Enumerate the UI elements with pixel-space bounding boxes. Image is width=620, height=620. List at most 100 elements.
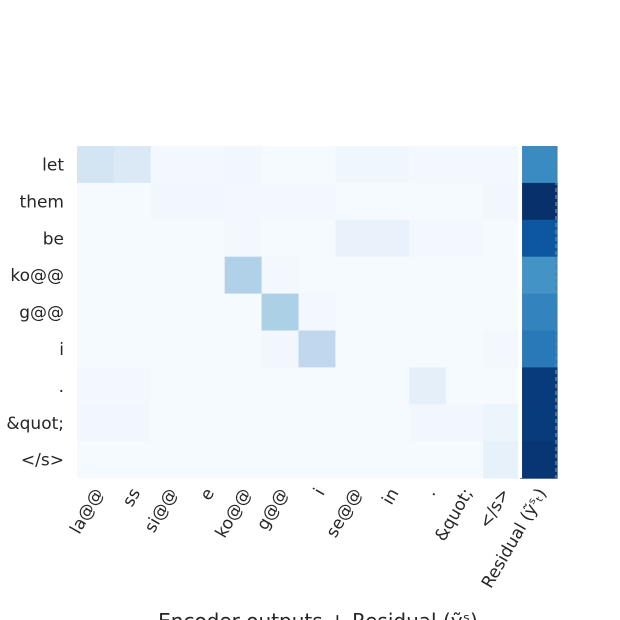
heatmap-cell bbox=[77, 219, 115, 258]
x-tick-label: in bbox=[378, 485, 403, 508]
heatmap-cell bbox=[224, 256, 263, 295]
heatmap-cell bbox=[113, 404, 152, 442]
heatmap-cell bbox=[187, 293, 226, 332]
heatmap-cell bbox=[409, 256, 447, 295]
heatmap-cell bbox=[446, 182, 484, 221]
heatmap-cell bbox=[335, 441, 373, 479]
heatmap-cell bbox=[483, 441, 521, 479]
heatmap-cell bbox=[224, 441, 263, 479]
heatmap-cell bbox=[77, 146, 115, 184]
heatmap-cell bbox=[261, 293, 300, 332]
heatmap-cell bbox=[409, 330, 447, 368]
heatmap-cell bbox=[372, 146, 410, 184]
heatmap-cell bbox=[113, 219, 152, 258]
heatmap-cell bbox=[483, 367, 521, 405]
y-tick-label: g@@ bbox=[19, 303, 64, 323]
x-tick-label: g@@ bbox=[253, 485, 293, 534]
heatmap-cell bbox=[224, 367, 263, 405]
x-tick-label: se@@ bbox=[323, 485, 367, 541]
heatmap-cell bbox=[113, 367, 152, 405]
x-tick-label: e bbox=[196, 485, 219, 504]
y-tick-label: them bbox=[20, 192, 64, 212]
heatmap-cell bbox=[520, 293, 558, 332]
heatmap-cell bbox=[446, 367, 484, 405]
heatmap-cell bbox=[335, 404, 373, 442]
heatmap-cell bbox=[520, 146, 558, 184]
x-axis-title: Encoder outputs + Residual (ỹˢ) bbox=[158, 609, 478, 620]
x-tick-label: i bbox=[310, 485, 330, 499]
heatmap-cell bbox=[150, 404, 189, 442]
heatmap-cell bbox=[446, 219, 484, 258]
heatmap-cell bbox=[261, 219, 300, 258]
heatmap-cell bbox=[261, 182, 300, 221]
heatmap-cell bbox=[446, 441, 484, 479]
heatmap-cell bbox=[77, 404, 115, 442]
x-tick-label: si@@ bbox=[141, 485, 182, 536]
heatmap-cell bbox=[483, 146, 521, 184]
heatmap-cell bbox=[187, 330, 226, 368]
heatmap-cell bbox=[298, 330, 337, 368]
heatmap-cell bbox=[298, 404, 337, 442]
heatmap-cell bbox=[483, 330, 521, 368]
heatmap-cell bbox=[150, 330, 189, 368]
heatmap-cell bbox=[150, 293, 189, 332]
heatmap-cell bbox=[483, 293, 521, 332]
heatmap-cell bbox=[224, 182, 263, 221]
heatmap-cell bbox=[224, 293, 263, 332]
heatmap-cell bbox=[261, 404, 300, 442]
heatmap-cell bbox=[77, 256, 115, 295]
heatmap-cell bbox=[113, 441, 152, 479]
heatmap-cell bbox=[77, 293, 115, 332]
y-tick-labels: let them be ko@@ g@@ i. &quot; </s> bbox=[6, 155, 64, 470]
y-tick-label: . bbox=[59, 377, 64, 397]
heatmap-cell bbox=[335, 367, 373, 405]
heatmap-cell bbox=[520, 367, 558, 405]
heatmap-cell bbox=[187, 182, 226, 221]
heatmap-cell bbox=[520, 182, 558, 221]
heatmap-cell bbox=[224, 146, 263, 184]
heatmap-cell bbox=[372, 182, 410, 221]
heatmap-cell bbox=[187, 441, 226, 479]
heatmap-cell bbox=[298, 256, 337, 295]
heatmap-cell bbox=[409, 219, 447, 258]
heatmap-cell bbox=[483, 404, 521, 442]
heatmap-cell bbox=[372, 330, 410, 368]
x-tick-label: ss bbox=[119, 485, 145, 510]
heatmap-cell bbox=[113, 330, 152, 368]
heatmap-cell bbox=[298, 146, 337, 184]
heatmap-cell bbox=[446, 293, 484, 332]
y-tick-label: &quot; bbox=[6, 414, 64, 434]
heatmap-cell bbox=[187, 146, 226, 184]
heatmap-cell bbox=[335, 293, 373, 332]
heatmap-cell bbox=[298, 441, 337, 479]
y-tick-label: i bbox=[59, 340, 64, 360]
heatmap-cell bbox=[261, 256, 300, 295]
heatmap-cell bbox=[372, 441, 410, 479]
heatmap-cell bbox=[150, 256, 189, 295]
heatmap-cell bbox=[409, 404, 447, 442]
heatmap-cell bbox=[77, 330, 115, 368]
heatmap-cell bbox=[224, 330, 263, 368]
residual-gap bbox=[518, 146, 523, 479]
heatmap-cell bbox=[520, 256, 558, 295]
x-tick-label: . bbox=[420, 485, 440, 500]
heatmap-cell bbox=[520, 219, 558, 258]
heatmap-cell bbox=[298, 182, 337, 221]
heatmap-cell bbox=[372, 367, 410, 405]
heatmap-cell bbox=[335, 219, 373, 258]
heatmap-cell bbox=[483, 182, 521, 221]
heatmap-cell bbox=[187, 219, 226, 258]
heatmap-cell bbox=[150, 146, 189, 184]
heatmap-cell bbox=[113, 146, 152, 184]
heatmap-cell bbox=[224, 219, 263, 258]
heatmap-cell bbox=[298, 293, 337, 332]
heatmap-cell bbox=[409, 293, 447, 332]
x-tick-label: ko@@ bbox=[212, 485, 256, 541]
y-tick-label: </s> bbox=[21, 451, 64, 471]
heatmap-cell bbox=[372, 404, 410, 442]
heatmap-cell bbox=[77, 182, 115, 221]
heatmap-cells bbox=[77, 146, 558, 479]
heatmap-cell bbox=[335, 182, 373, 221]
heatmap-cell bbox=[409, 367, 447, 405]
